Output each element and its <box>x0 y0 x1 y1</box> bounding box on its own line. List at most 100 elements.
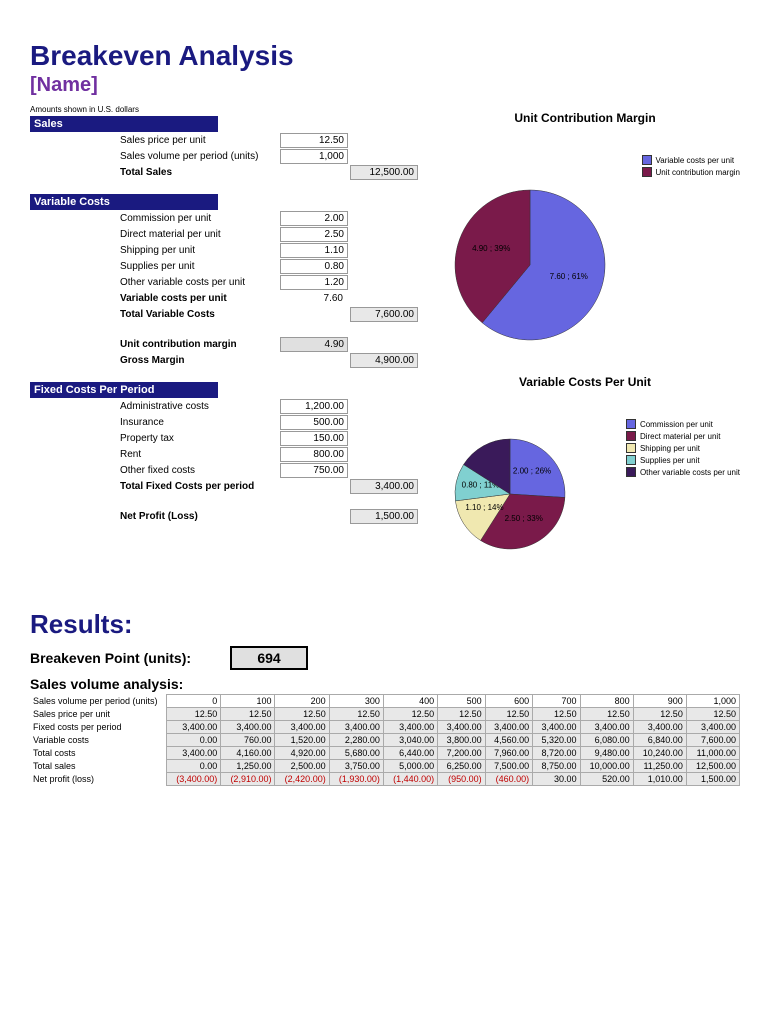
table-cell: 5,320.00 <box>533 734 580 747</box>
table-cell: 3,400.00 <box>167 747 221 760</box>
table-cell: 6,840.00 <box>633 734 686 747</box>
table-cell: 3,040.00 <box>383 734 437 747</box>
table-cell: 1,010.00 <box>633 773 686 786</box>
legend-label: Direct material per unit <box>640 432 720 441</box>
table-cell: 11,000.00 <box>686 747 739 760</box>
row-value: 2.00 <box>280 211 348 226</box>
section-fixed-header: Fixed Costs Per Period <box>30 382 218 398</box>
row-label: Administrative costs <box>120 401 280 412</box>
table-cell: 4,560.00 <box>485 734 532 747</box>
row-value: 12.50 <box>280 133 348 148</box>
table-cell: (1,440.00) <box>383 773 437 786</box>
slice-label: 1.10 ; 14% <box>465 503 503 512</box>
page-title: Breakeven Analysis <box>30 40 740 72</box>
table-cell: 12.50 <box>383 708 437 721</box>
data-row: Supplies per unit0.80 <box>30 258 430 274</box>
table-cell: 3,400.00 <box>167 721 221 734</box>
row-label: Other fixed costs <box>120 465 280 476</box>
legend-swatch <box>626 431 636 441</box>
legend-item: Direct material per unit <box>626 431 740 441</box>
net-profit-value: 1,500.00 <box>350 509 418 524</box>
table-cell: 3,400.00 <box>438 721 485 734</box>
row-value: 1,000 <box>280 149 348 164</box>
table-cell: 1,250.00 <box>221 760 275 773</box>
legend-item: Supplies per unit <box>626 455 740 465</box>
table-cell: 12.50 <box>633 708 686 721</box>
legend-swatch <box>626 443 636 453</box>
table-cell: 11,250.00 <box>633 760 686 773</box>
breakeven-label: Breakeven Point (units): <box>30 650 230 666</box>
total-sales-label: Total Sales <box>120 167 280 178</box>
data-row: Shipping per unit1.10 <box>30 242 430 258</box>
slice-label: 7.60 ; 61% <box>550 272 588 281</box>
total-fixed-value: 3,400.00 <box>350 479 418 494</box>
table-row: Net profit (loss)(3,400.00)(2,910.00)(2,… <box>30 773 740 786</box>
table-cell: 12.50 <box>438 708 485 721</box>
table-cell: 300 <box>329 695 383 708</box>
table-cell: (1,930.00) <box>329 773 383 786</box>
table-row: Total sales0.001,250.002,500.003,750.005… <box>30 760 740 773</box>
table-cell: 8,720.00 <box>533 747 580 760</box>
table-cell: 500 <box>438 695 485 708</box>
legend-label: Supplies per unit <box>640 456 700 465</box>
data-row: Variable costs per unit7.60 <box>30 290 430 306</box>
row-label: Fixed costs per period <box>30 721 167 734</box>
table-cell: 700 <box>533 695 580 708</box>
total-variable-label: Total Variable Costs <box>120 309 280 320</box>
table-cell: 6,080.00 <box>580 734 633 747</box>
data-row: Commission per unit2.00 <box>30 210 430 226</box>
table-cell: 12.50 <box>329 708 383 721</box>
page-subtitle: [Name] <box>30 74 740 97</box>
legend-label: Other variable costs per unit <box>640 468 740 477</box>
table-cell: 4,160.00 <box>221 747 275 760</box>
sva-title: Sales volume analysis: <box>30 676 740 692</box>
table-cell: 3,400.00 <box>275 721 329 734</box>
row-label: Property tax <box>120 433 280 444</box>
table-cell: 0 <box>167 695 221 708</box>
table-cell: 12.50 <box>221 708 275 721</box>
table-cell: 0.00 <box>167 734 221 747</box>
table-cell: 100 <box>221 695 275 708</box>
table-cell: (950.00) <box>438 773 485 786</box>
row-value: 800.00 <box>280 447 348 462</box>
table-cell: 12.50 <box>686 708 739 721</box>
gross-margin-value: 4,900.00 <box>350 353 418 368</box>
row-label: Total sales <box>30 760 167 773</box>
table-cell: 30.00 <box>533 773 580 786</box>
legend-swatch <box>626 467 636 477</box>
results-title: Results: <box>30 609 740 640</box>
slice-label: 2.00 ; 26% <box>513 466 551 475</box>
chart-legend: Commission per unit Direct material per u… <box>626 419 740 479</box>
row-value: 500.00 <box>280 415 348 430</box>
table-cell: 3,400.00 <box>533 721 580 734</box>
table-cell: 800 <box>580 695 633 708</box>
table-cell: 3,750.00 <box>329 760 383 773</box>
row-value: 2.50 <box>280 227 348 242</box>
row-value: 7.60 <box>280 292 346 305</box>
data-row: Other variable costs per unit1.20 <box>30 274 430 290</box>
table-cell: 200 <box>275 695 329 708</box>
data-row: Rent800.00 <box>30 446 430 462</box>
data-row: Other fixed costs750.00 <box>30 462 430 478</box>
chart2-title: Variable Costs Per Unit <box>430 375 740 389</box>
chart2-pie: 2.00 ; 26%2.50 ; 33%1.10 ; 14%0.80 ; 11%… <box>430 399 740 589</box>
legend-label: Commission per unit <box>640 420 713 429</box>
results-table: Sales volume per period (units)010020030… <box>30 694 740 786</box>
table-cell: 3,400.00 <box>221 721 275 734</box>
legend-item: Variable costs per unit <box>642 155 740 165</box>
table-row: Fixed costs per period3,400.003,400.003,… <box>30 721 740 734</box>
chart1-title: Unit Contribution Margin <box>430 111 740 125</box>
table-cell: 6,250.00 <box>438 760 485 773</box>
legend-label: Shipping per unit <box>640 444 700 453</box>
table-row: Sales price per unit12.5012.5012.5012.50… <box>30 708 740 721</box>
data-row: Administrative costs1,200.00 <box>30 398 430 414</box>
ucm-label: Unit contribution margin <box>120 339 280 350</box>
table-cell: 3,400.00 <box>485 721 532 734</box>
table-cell: 10,240.00 <box>633 747 686 760</box>
row-label: Sales volume per period (units) <box>30 695 167 708</box>
table-cell: 7,500.00 <box>485 760 532 773</box>
row-label: Sales volume per period (units) <box>120 151 280 162</box>
table-cell: 760.00 <box>221 734 275 747</box>
legend-label: Unit contribution margin <box>656 168 740 177</box>
currency-note: Amounts shown in U.S. dollars <box>30 105 430 114</box>
